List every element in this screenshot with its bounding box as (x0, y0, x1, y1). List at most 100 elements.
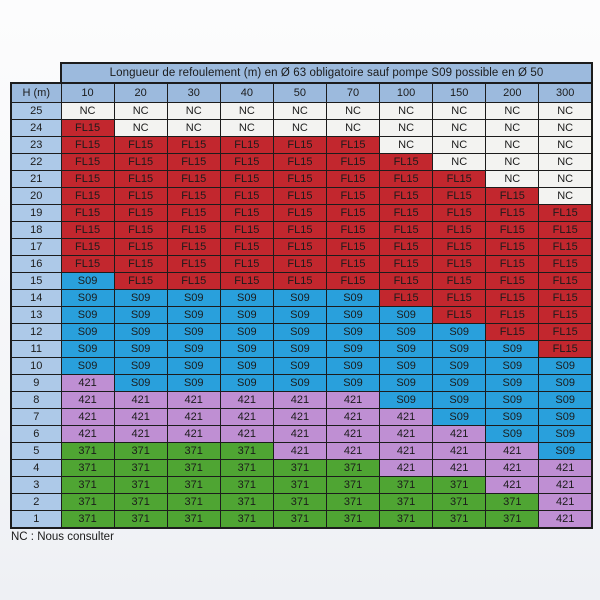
cell-s09: S09 (166, 289, 221, 307)
cell-421: 421 (325, 442, 381, 460)
cell-s09: S09 (379, 306, 434, 324)
row-header-h7: 7 (10, 408, 62, 426)
cell-s09: S09 (538, 425, 594, 443)
cell-nc: NC (538, 187, 594, 205)
cell-nc: NC (432, 119, 487, 137)
cell-371: 371 (166, 493, 221, 511)
cell-421: 421 (432, 425, 487, 443)
table-title-row: Longueur de refoulement (m) en Ø 63 obli… (11, 62, 593, 84)
row-header-h15: 15 (10, 272, 62, 290)
cell-fl15: FL15 (272, 221, 327, 239)
cell-421: 421 (538, 459, 594, 477)
cell-s09: S09 (113, 374, 168, 392)
column-header-70: 70 (325, 82, 381, 103)
cell-421: 421 (272, 391, 327, 409)
cell-nc: NC (538, 119, 594, 137)
cell-s09: S09 (325, 323, 381, 341)
table-row-h16: 16 FL15 FL15 FL15 FL15 FL15 FL15 FL15 FL15 FL15 FL… (10, 255, 594, 273)
cell-fl15: FL15 (485, 238, 540, 256)
cell-fl15: FL15 (113, 170, 168, 188)
row-header-h9: 9 (10, 374, 62, 392)
row-header-h23: 23 (10, 136, 62, 154)
cell-fl15: FL15 (113, 272, 168, 290)
cell-421: 421 (113, 408, 168, 426)
table-title: Longueur de refoulement (m) en Ø 63 obli… (60, 62, 593, 84)
column-header-200: 200 (485, 82, 540, 103)
cell-s09: S09 (60, 357, 115, 375)
cell-fl15: FL15 (379, 204, 434, 222)
column-header-row: H (m) 10 20 30 40 50 70 100 150 200 300 (10, 82, 594, 103)
cell-fl15: FL15 (325, 204, 381, 222)
cell-fl15: FL15 (219, 136, 274, 154)
table-row-h15: 15 S09 FL15 FL15 FL15 FL15 FL15 FL15 FL15 FL15 FL1… (10, 272, 594, 290)
cell-nc: NC (166, 102, 221, 120)
cell-fl15: FL15 (272, 187, 327, 205)
cell-fl15: FL15 (272, 170, 327, 188)
cell-s09: S09 (485, 425, 540, 443)
cell-421: 421 (325, 391, 381, 409)
cell-fl15: FL15 (60, 204, 115, 222)
cell-fl15: FL15 (113, 221, 168, 239)
cell-371: 371 (113, 476, 168, 494)
cell-s09: S09 (432, 374, 487, 392)
cell-fl15: FL15 (219, 187, 274, 205)
cell-nc: NC (379, 119, 434, 137)
cell-421: 421 (485, 442, 540, 460)
cell-fl15: FL15 (432, 170, 487, 188)
cell-s09: S09 (538, 408, 594, 426)
cell-421: 421 (219, 408, 274, 426)
row-header-h18: 18 (10, 221, 62, 239)
cell-nc: NC (432, 153, 487, 171)
cell-fl15: FL15 (538, 272, 594, 290)
cell-s09: S09 (113, 289, 168, 307)
row-header-h13: 13 (10, 306, 62, 324)
cell-fl15: FL15 (325, 136, 381, 154)
cell-fl15: FL15 (60, 119, 115, 137)
row-header-h1: 1 (10, 510, 62, 529)
cell-s09: S09 (432, 340, 487, 358)
cell-371: 371 (432, 493, 487, 511)
row-header-h3: 3 (10, 476, 62, 494)
cell-fl15: FL15 (166, 221, 221, 239)
column-header-300: 300 (538, 82, 594, 103)
cell-421: 421 (485, 476, 540, 494)
cell-nc: NC (538, 136, 594, 154)
cell-fl15: FL15 (166, 204, 221, 222)
cell-s09: S09 (432, 323, 487, 341)
cell-371: 371 (60, 459, 115, 477)
row-header-h22: 22 (10, 153, 62, 171)
table-row-h23: 23 FL15 FL15 FL15 FL15 FL15 FL15 NC NC NC NC (10, 136, 594, 154)
cell-371: 371 (113, 510, 168, 529)
cell-fl15: FL15 (113, 204, 168, 222)
cell-fl15: FL15 (219, 272, 274, 290)
table-row-h1: 1 371 371 371 371 371 371 371 371 371 421 (10, 510, 594, 529)
cell-421: 421 (485, 459, 540, 477)
cell-nc: NC (113, 119, 168, 137)
cell-fl15: FL15 (219, 204, 274, 222)
cell-s09: S09 (272, 357, 327, 375)
cell-nc: NC (432, 136, 487, 154)
cell-421: 421 (60, 374, 115, 392)
cell-fl15: FL15 (432, 187, 487, 205)
cell-nc: NC (379, 102, 434, 120)
cell-nc: NC (219, 102, 274, 120)
row-header-h4: 4 (10, 459, 62, 477)
cell-371: 371 (325, 476, 381, 494)
cell-s09: S09 (538, 357, 594, 375)
cell-fl15: FL15 (219, 221, 274, 239)
row-header-h14: 14 (10, 289, 62, 307)
cell-371: 371 (432, 476, 487, 494)
row-header-h17: 17 (10, 238, 62, 256)
cell-371: 371 (219, 459, 274, 477)
table-row-h12: 12 S09 S09 S09 S09 S09 S09 S09 S09 FL15 FL15 (10, 323, 594, 341)
cell-fl15: FL15 (379, 153, 434, 171)
cell-s09: S09 (166, 374, 221, 392)
cell-fl15: FL15 (379, 289, 434, 307)
row-header-h5: 5 (10, 442, 62, 460)
cell-421: 421 (272, 442, 327, 460)
cell-nc: NC (538, 170, 594, 188)
cell-371: 371 (60, 476, 115, 494)
row-header-h16: 16 (10, 255, 62, 273)
column-header-150: 150 (432, 82, 487, 103)
